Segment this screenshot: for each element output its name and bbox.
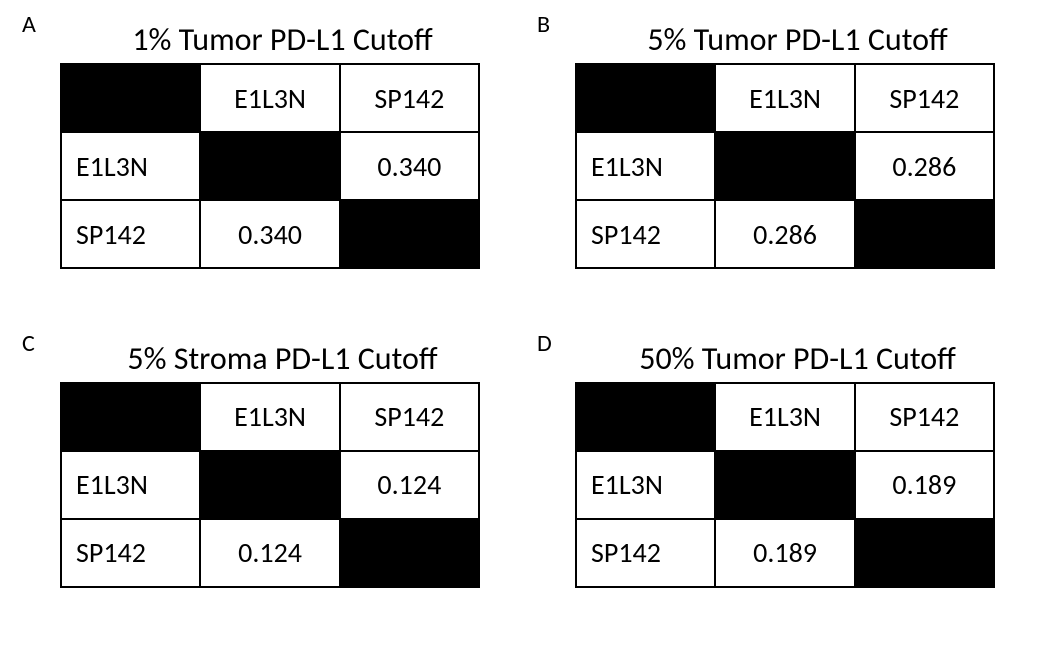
- panel-c: C 5% Stroma PD-L1 Cutoff E1L3N SP142 E1L…: [30, 339, 505, 628]
- table-row: E1L3N SP142: [576, 383, 994, 451]
- row-header: SP142: [61, 519, 200, 587]
- col-header: SP142: [340, 383, 479, 451]
- black-cell: [200, 451, 339, 519]
- black-cell: [340, 519, 479, 587]
- matrix-table-b: E1L3N SP142 E1L3N 0.286 SP142 0.286: [575, 63, 995, 269]
- table-row: E1L3N SP142: [576, 64, 994, 132]
- table-row: SP142 0.189: [576, 519, 994, 587]
- col-header: E1L3N: [200, 64, 339, 132]
- panel-label-c: C: [22, 329, 35, 358]
- row-header: E1L3N: [576, 451, 715, 519]
- row-header: SP142: [576, 519, 715, 587]
- matrix-table-d: E1L3N SP142 E1L3N 0.189 SP142 0.189: [575, 382, 995, 588]
- black-cell: [61, 64, 200, 132]
- value-cell: 0.189: [855, 451, 994, 519]
- col-header: SP142: [855, 383, 994, 451]
- panel-title-b: 5% Tumor PD-L1 Cutoff: [575, 20, 1020, 59]
- table-row: E1L3N 0.124: [61, 451, 479, 519]
- black-cell: [715, 132, 854, 200]
- black-cell: [576, 383, 715, 451]
- row-header: E1L3N: [61, 451, 200, 519]
- panel-a: A 1% Tumor PD-L1 Cutoff E1L3N SP142 E1L3…: [30, 20, 505, 309]
- table-row: SP142 0.286: [576, 200, 994, 268]
- value-cell: 0.340: [200, 200, 339, 268]
- panel-d: D 50% Tumor PD-L1 Cutoff E1L3N SP142 E1L…: [545, 339, 1020, 628]
- panel-label-d: D: [537, 329, 552, 358]
- value-cell: 0.340: [340, 132, 479, 200]
- table-row: SP142 0.124: [61, 519, 479, 587]
- table-row: E1L3N SP142: [61, 383, 479, 451]
- panel-title-a: 1% Tumor PD-L1 Cutoff: [60, 20, 505, 59]
- col-header: SP142: [340, 64, 479, 132]
- panel-b: B 5% Tumor PD-L1 Cutoff E1L3N SP142 E1L3…: [545, 20, 1020, 309]
- row-header: E1L3N: [61, 132, 200, 200]
- row-header: SP142: [61, 200, 200, 268]
- black-cell: [855, 200, 994, 268]
- value-cell: 0.189: [715, 519, 854, 587]
- black-cell: [576, 64, 715, 132]
- table-row: E1L3N 0.340: [61, 132, 479, 200]
- panel-label-b: B: [537, 10, 550, 39]
- col-header: SP142: [855, 64, 994, 132]
- value-cell: 0.286: [715, 200, 854, 268]
- black-cell: [61, 383, 200, 451]
- matrix-table-a: E1L3N SP142 E1L3N 0.340 SP142 0.340: [60, 63, 480, 269]
- black-cell: [855, 519, 994, 587]
- row-header: SP142: [576, 200, 715, 268]
- col-header: E1L3N: [715, 383, 854, 451]
- black-cell: [715, 451, 854, 519]
- panel-label-a: A: [22, 10, 36, 39]
- value-cell: 0.286: [855, 132, 994, 200]
- black-cell: [200, 132, 339, 200]
- matrix-table-c: E1L3N SP142 E1L3N 0.124 SP142 0.124: [60, 382, 480, 588]
- col-header: E1L3N: [715, 64, 854, 132]
- value-cell: 0.124: [200, 519, 339, 587]
- table-row: SP142 0.340: [61, 200, 479, 268]
- panel-title-c: 5% Stroma PD-L1 Cutoff: [60, 339, 505, 378]
- panel-title-d: 50% Tumor PD-L1 Cutoff: [575, 339, 1020, 378]
- row-header: E1L3N: [576, 132, 715, 200]
- value-cell: 0.124: [340, 451, 479, 519]
- table-row: E1L3N 0.286: [576, 132, 994, 200]
- col-header: E1L3N: [200, 383, 339, 451]
- black-cell: [340, 200, 479, 268]
- panel-grid: A 1% Tumor PD-L1 Cutoff E1L3N SP142 E1L3…: [30, 20, 1020, 627]
- table-row: E1L3N SP142: [61, 64, 479, 132]
- table-row: E1L3N 0.189: [576, 451, 994, 519]
